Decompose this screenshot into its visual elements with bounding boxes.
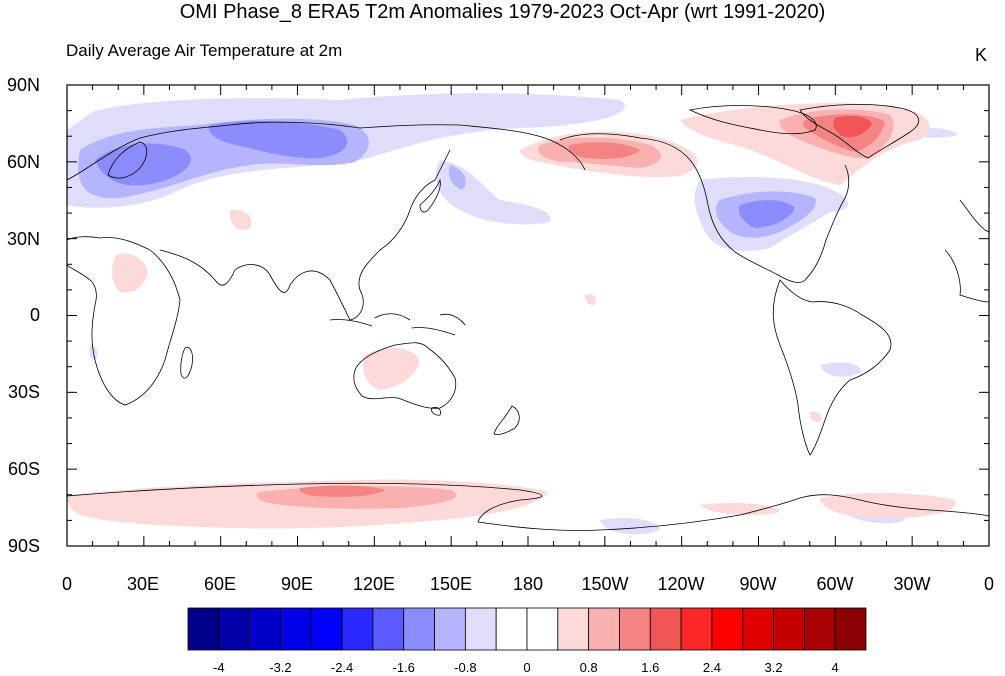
coastlines — [67, 104, 989, 531]
units-label: K — [975, 45, 988, 65]
lon-label-150e: 150E — [429, 574, 473, 594]
lat-label-30s: 30S — [7, 382, 40, 402]
lat-label-60n: 60N — [6, 152, 40, 172]
colorbar-tick-label: 3.2 — [764, 660, 783, 675]
lat-label-0: 0 — [29, 305, 40, 325]
lat-label-60s: 60S — [7, 459, 40, 479]
lon-label-30e: 30E — [126, 574, 160, 594]
colorbar-swatch — [464, 607, 497, 651]
colorbar-tick-label: -2.4 — [330, 660, 354, 675]
colorbar-swatch — [557, 607, 590, 651]
colorbar-swatch — [526, 607, 559, 651]
colorbar-swatch — [619, 607, 651, 651]
lon-label-30w: 30W — [893, 574, 931, 594]
colorbar-tick-label: 4 — [831, 660, 839, 675]
colorbar-swatch — [310, 607, 343, 651]
colorbar-swatch — [372, 607, 405, 651]
colorbar-swatch — [773, 607, 805, 651]
lon-label-180: 180 — [512, 574, 544, 594]
lon-label-90e: 90E — [280, 574, 314, 594]
map-title: OMI Phase_8 ERA5 T2m Anomalies 1979-2023… — [179, 1, 826, 23]
colorbar-tick-label: 1.6 — [641, 660, 660, 675]
colorbar-swatch — [803, 607, 836, 651]
lon-label-60w: 60W — [816, 574, 854, 594]
colorbar-swatch — [434, 607, 466, 651]
lon-label-150w: 150W — [581, 574, 629, 594]
colorbar-swatch — [680, 607, 713, 651]
lat-label-90s: 90S — [7, 536, 40, 556]
axis-ticks — [66, 84, 990, 547]
colorbar-swatch — [341, 607, 374, 651]
colorbar-tick-label: -1.6 — [392, 660, 415, 675]
lon-label-120e: 120E — [352, 574, 396, 594]
lon-label-0: 0 — [61, 574, 73, 594]
colorbar-tick-label: -0.8 — [454, 660, 477, 675]
colorbar-swatch — [280, 607, 312, 651]
lat-label-90n: 90N — [6, 75, 40, 95]
colorbar-swatch — [495, 607, 528, 651]
colorbar-swatch — [834, 607, 867, 651]
anomaly-shading — [67, 93, 958, 535]
colorbar-swatch — [249, 607, 281, 651]
colorbar-swatch — [403, 607, 435, 651]
colorbar-tick-label: -3.2 — [269, 660, 292, 675]
colorbar-swatch — [187, 607, 220, 651]
colorbar-swatch — [218, 607, 251, 651]
colorbar-swatch — [649, 607, 682, 651]
lon-label-120w: 120W — [657, 574, 705, 594]
map-subtitle: Daily Average Air Temperature at 2m — [66, 41, 343, 60]
colorbar-swatch — [711, 607, 744, 651]
lon-label-60e: 60E — [203, 574, 237, 594]
colorbar-tick-label: 0 — [523, 660, 531, 675]
lat-label-30n: 30N — [6, 229, 40, 249]
colorbar-tick-label: -4 — [213, 660, 225, 675]
colorbar-tick-label: 2.4 — [702, 660, 721, 675]
colorbar-swatch — [742, 607, 774, 651]
colorbar-tick-label: 0.8 — [579, 660, 598, 675]
colorbar-swatch — [588, 607, 620, 651]
lon-label-0-end: 0 — [983, 574, 995, 594]
lon-label-90w: 90W — [739, 574, 777, 594]
